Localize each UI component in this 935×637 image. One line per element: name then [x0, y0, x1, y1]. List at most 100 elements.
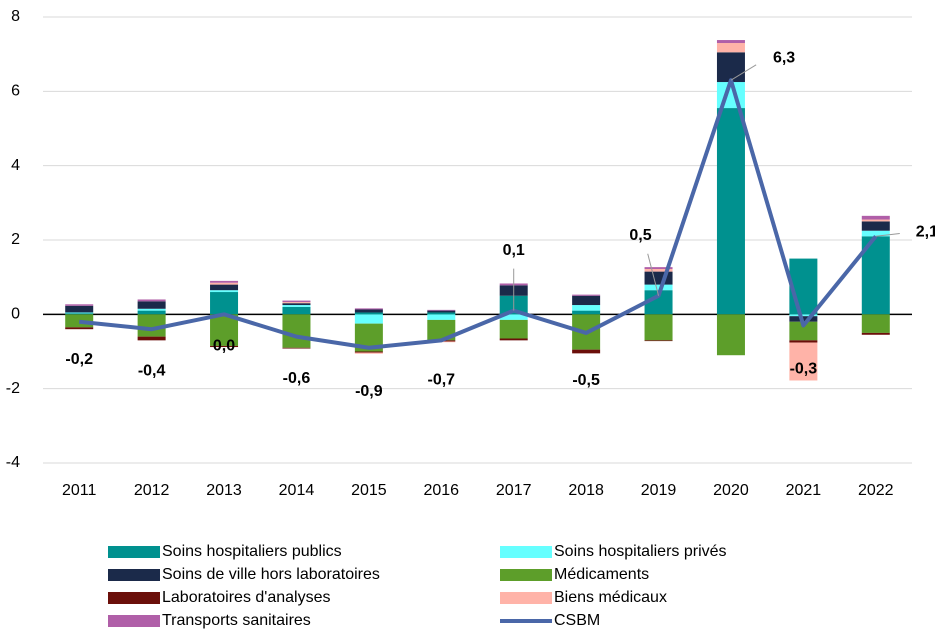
bar-segment: [427, 319, 456, 341]
bar-segment: [716, 43, 745, 53]
bar-segment: [210, 314, 239, 346]
bar-segment: [572, 294, 601, 296]
bar-segment: [499, 314, 528, 320]
leader-line: [875, 232, 900, 237]
bar-segment: [210, 290, 239, 293]
y-tick-label: 8: [11, 8, 20, 25]
leader-line: [647, 253, 660, 296]
bar-segment: [282, 303, 311, 306]
bar-segment: [644, 314, 673, 341]
data-label: -0,6: [283, 370, 311, 387]
bar-segment: [716, 314, 745, 356]
bar-segment: [354, 308, 383, 310]
bar-segment: [65, 327, 94, 330]
bar-segment: [65, 305, 94, 313]
bar-segment: [427, 312, 456, 315]
bar-segment: [572, 295, 601, 306]
x-tick-label: 2012: [134, 482, 170, 499]
x-tick-label: 2022: [858, 482, 894, 499]
bar-segment: [572, 349, 601, 354]
x-tick-label: 2013: [206, 482, 242, 499]
bar-segment: [644, 267, 673, 269]
data-label: -0,2: [65, 351, 93, 368]
bar-segment: [789, 340, 818, 343]
x-tick-label: 2018: [568, 482, 604, 499]
legend-label: Soins hospitaliers publics: [162, 543, 342, 560]
bar-segment: [137, 336, 166, 341]
bar-segment: [137, 308, 166, 311]
bar-segment: [282, 306, 311, 315]
data-label: -0,9: [355, 383, 383, 400]
legend-label: Biens médicaux: [554, 589, 667, 606]
x-tick-label: 2014: [279, 482, 315, 499]
bar-segment: [210, 280, 239, 283]
bar-segment: [644, 340, 673, 342]
bar-segment: [427, 309, 456, 311]
bar-segment: [210, 345, 239, 348]
bar-segment: [137, 314, 166, 337]
data-label: 0,1: [503, 242, 525, 259]
bar-segment: [354, 314, 383, 324]
y-tick-label: 2: [11, 231, 20, 248]
bar-segment: [861, 314, 890, 333]
x-tick-label: 2016: [423, 482, 459, 499]
bar-segment: [137, 310, 166, 315]
bar-segment: [354, 352, 383, 354]
leader-line: [730, 64, 757, 81]
bar-segment: [65, 312, 94, 314]
legend-label: Laboratoires d'analyses: [162, 589, 331, 606]
legend-swatch: [500, 592, 552, 604]
legend-swatch: [108, 569, 160, 581]
bar-segment: [210, 284, 239, 291]
legend-label: Soins hospitaliers privés: [554, 543, 727, 560]
bar-segment: [137, 301, 166, 309]
bar-segment: [210, 282, 239, 285]
bar-segment: [716, 108, 745, 315]
data-label: -0,4: [138, 362, 166, 379]
bar-segment: [210, 292, 239, 315]
y-tick-label: 0: [11, 306, 20, 323]
bar-segment: [65, 304, 94, 306]
legend-swatch: [500, 569, 552, 581]
x-tick-label: 2021: [786, 482, 822, 499]
bar-segment: [789, 321, 818, 341]
y-tick-label: 6: [11, 83, 20, 100]
bar-segment: [282, 314, 311, 348]
bar-segment: [427, 310, 456, 313]
legend-swatch: [108, 592, 160, 604]
data-label: -0,3: [790, 361, 818, 378]
bar-segment: [282, 347, 311, 349]
x-tick-label: 2017: [496, 482, 532, 499]
bar-segment: [716, 40, 745, 44]
bar-segment: [644, 268, 673, 272]
bar-segment: [644, 271, 673, 285]
bar-segment: [789, 258, 818, 315]
bar-segment: [354, 309, 383, 313]
bar-segment: [354, 351, 383, 353]
bar-segment: [572, 310, 601, 315]
bar-segment: [861, 230, 890, 237]
y-tick-label: -4: [6, 454, 20, 471]
data-label: -0,5: [572, 372, 600, 389]
bar-segment: [789, 314, 818, 317]
data-label: 0,5: [629, 227, 651, 244]
bar-segment: [137, 299, 166, 302]
x-tick-label: 2020: [713, 482, 749, 499]
x-tick-label: 2019: [641, 482, 677, 499]
y-tick-label: 4: [11, 157, 20, 174]
x-tick-label: 2011: [62, 482, 97, 499]
bar-segment: [644, 284, 673, 291]
bar-segment: [282, 300, 311, 303]
bar-segment: [354, 312, 383, 315]
x-tick-label: 2015: [351, 482, 387, 499]
data-label: 2,1: [916, 224, 935, 241]
bar-segment: [427, 314, 456, 320]
legend-label: Transports sanitaires: [162, 612, 311, 629]
legend-label: Médicaments: [554, 566, 649, 583]
bar-segment: [861, 221, 890, 231]
legend-swatch: [500, 546, 552, 558]
legend-label: CSBM: [554, 612, 600, 629]
bar-segment: [716, 52, 745, 83]
bar-segment: [861, 219, 890, 222]
